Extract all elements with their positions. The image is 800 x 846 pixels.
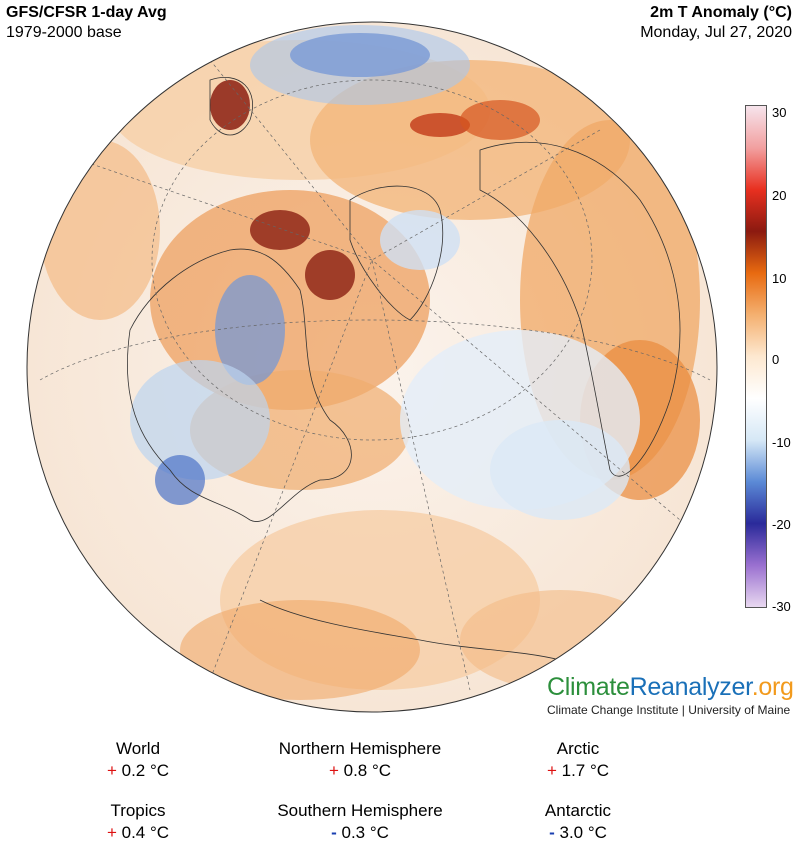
anomaly-field	[39, 25, 711, 700]
scale-tick: -10	[772, 435, 791, 450]
baseline-period: 1979-2000 base	[6, 24, 122, 41]
stat-tropics: Tropics + 0.4 °C	[8, 800, 268, 844]
logo-part-org: .org	[751, 673, 794, 701]
stat-label: Northern Hemisphere	[278, 739, 442, 758]
anomaly-sign: +	[106, 823, 117, 842]
stat-value: 3.0 °C	[559, 823, 607, 842]
stat-antarctic: Antarctic - 3.0 °C	[448, 800, 708, 844]
stat-arctic: Arctic + 1.7 °C	[448, 738, 708, 782]
stat-northern-hemisphere: Northern Hemisphere + 0.8 °C	[230, 738, 490, 782]
color-scale-bar	[745, 105, 767, 608]
logo-part-climate: Climate	[547, 673, 630, 701]
stat-value: 0.4 °C	[121, 823, 170, 842]
scale-tick: -30	[772, 599, 791, 614]
stat-southern-hemisphere: Southern Hemisphere - 0.3 °C	[230, 800, 490, 844]
stat-value: 1.7 °C	[561, 761, 610, 780]
product-title: GFS/CFSR 1-day Avg	[6, 4, 167, 21]
stat-label: Arctic	[556, 739, 600, 758]
stat-label: Tropics	[110, 801, 166, 820]
stat-label: Antarctic	[544, 801, 612, 820]
stat-label: World	[115, 739, 161, 758]
stat-value: 0.2 °C	[121, 761, 170, 780]
anomaly-sign: +	[106, 761, 117, 780]
anomaly-sign: -	[331, 823, 337, 842]
stat-value: 0.8 °C	[343, 761, 392, 780]
anomaly-sign: +	[328, 761, 339, 780]
anomaly-sign: -	[549, 823, 555, 842]
variable-title: 2m T Anomaly (°C)	[650, 4, 792, 21]
logo-part-reanalyzer: Reanalyzer	[629, 673, 752, 701]
scale-tick: -20	[772, 517, 791, 532]
scale-tick: 0	[772, 352, 780, 367]
stat-label: Southern Hemisphere	[277, 801, 443, 820]
anomaly-sign: +	[546, 761, 557, 780]
scale-tick: 10	[772, 271, 787, 286]
scale-tick: 30	[772, 105, 787, 120]
stat-value: 0.3 °C	[341, 823, 389, 842]
institution-credit: Climate Change Institute | University of…	[547, 703, 791, 717]
stat-world: World + 0.2 °C	[8, 738, 268, 782]
globe-outline	[26, 21, 718, 713]
scale-tick: 20	[772, 188, 787, 203]
map-date: Monday, Jul 27, 2020	[640, 24, 792, 41]
site-logo[interactable]: ClimateReanalyzer.org	[547, 673, 794, 701]
